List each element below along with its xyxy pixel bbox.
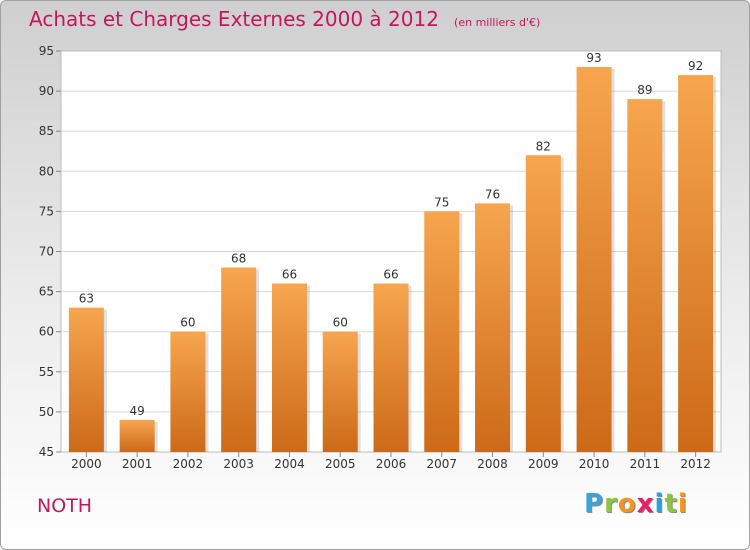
bar-2006 [373, 283, 409, 452]
y-tick-label: 85 [39, 124, 54, 138]
bar-2010 [576, 67, 612, 452]
bar-2001 [119, 419, 155, 452]
bar-2000 [68, 307, 104, 452]
logo-letter: r [604, 489, 618, 519]
y-tick-label: 50 [39, 405, 54, 419]
x-tick-label: 2011 [630, 457, 661, 471]
y-tick-label: 95 [39, 44, 54, 58]
y-tick-label: 60 [39, 325, 54, 339]
title-row: Achats et Charges Externes 2000 à 2012 (… [29, 7, 540, 31]
x-axis: 2000 2001 2002 2003 2004 2005 2006 2007 2008 2009… [71, 452, 711, 471]
logo-letter: P [584, 489, 605, 519]
logo-letter: i [677, 489, 688, 519]
bar-2008 [475, 203, 511, 452]
y-tick-label: 65 [39, 285, 54, 299]
commune-name: NOTH [37, 495, 93, 517]
data-label: 63 [79, 292, 94, 306]
data-label: 89 [637, 83, 652, 97]
x-tick-label: 2008 [477, 457, 508, 471]
bar-2002 [170, 331, 206, 452]
logo-letter: i [654, 489, 665, 519]
bar-2012 [678, 75, 714, 452]
x-tick-label: 2003 [223, 457, 254, 471]
proxiti-logo[interactable]: Proxiti [584, 489, 688, 519]
y-tick-label: 45 [39, 445, 54, 459]
data-label: 93 [586, 51, 601, 65]
bar-2005 [322, 331, 358, 452]
data-label: 60 [180, 316, 195, 330]
data-label: 82 [536, 139, 551, 153]
bar-2004 [271, 283, 307, 452]
bars [68, 67, 717, 453]
y-tick-label: 75 [39, 204, 54, 218]
x-tick-label: 2007 [426, 457, 457, 471]
x-tick-label: 2010 [579, 457, 610, 471]
bar-2003 [221, 267, 257, 452]
data-label: 92 [688, 59, 703, 73]
data-label: 75 [434, 195, 449, 209]
x-tick-label: 2002 [173, 457, 204, 471]
x-tick-label: 2009 [528, 457, 559, 471]
y-tick-label: 90 [39, 84, 54, 98]
data-label: 76 [485, 187, 500, 201]
x-tick-label: 2006 [376, 457, 407, 471]
y-tick-label: 80 [39, 164, 54, 178]
logo-letter: t [664, 489, 678, 519]
x-tick-label: 2004 [274, 457, 305, 471]
logo-letter: x [636, 489, 655, 519]
bar-2009 [525, 155, 561, 452]
chart-title: Achats et Charges Externes 2000 à 2012 [29, 7, 439, 31]
data-label: 49 [130, 404, 145, 418]
bar-2011 [627, 99, 663, 453]
data-label: 66 [282, 268, 297, 282]
data-label: 66 [383, 268, 398, 282]
x-tick-label: 2012 [680, 457, 711, 471]
data-labels: 63 49 60 68 66 60 66 75 76 82 93 89 92 [79, 51, 704, 418]
bar-2007 [424, 211, 460, 452]
y-tick-label: 55 [39, 365, 54, 379]
x-tick-label: 2000 [71, 457, 102, 471]
data-label: 68 [231, 252, 246, 266]
x-tick-label: 2001 [122, 457, 153, 471]
logo-letter: o [617, 489, 637, 519]
y-axis: 45 50 55 60 65 70 75 80 85 90 95 [39, 44, 61, 459]
chart-unit: (en milliers d'€) [454, 16, 541, 29]
x-tick-label: 2005 [325, 457, 356, 471]
data-label: 60 [333, 316, 348, 330]
y-tick-label: 70 [39, 245, 54, 259]
